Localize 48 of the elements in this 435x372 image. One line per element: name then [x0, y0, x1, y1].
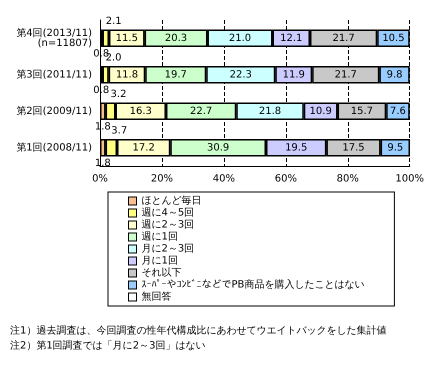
legend-label: 週に4～5回 — [142, 208, 194, 218]
data-label: 21.7 — [334, 69, 357, 80]
data-label: 10.9 — [310, 106, 332, 117]
data-label: 22.3 — [230, 69, 252, 80]
legend-label: 無回答 — [142, 290, 172, 302]
text: 注1）過去調査は、今回調査の性年代構成比にあわせてウエイトバックをした集計値 — [10, 324, 386, 336]
data-label: 11.5 — [116, 32, 138, 44]
data-label: 15.7 — [350, 106, 373, 117]
data-label: 20.3 — [164, 32, 188, 44]
data-label: 30.9 — [207, 142, 230, 154]
x-tick-label: 40% — [212, 174, 235, 184]
y-tick-label: 第3回(2011/11) — [16, 68, 92, 80]
data-label: 3.2 — [110, 88, 126, 100]
text: 注2）第1回調査では「月に2～3回」はない — [10, 340, 206, 352]
y-tick-label: 第2回(2009/11) — [16, 104, 92, 117]
data-label: 16.3 — [130, 106, 152, 117]
legend-label: 月に2～3回 — [142, 244, 194, 254]
data-label: 7.6 — [390, 106, 406, 117]
data-label: 2.0 — [106, 52, 122, 64]
legend-label: ｽｰﾊﾟｰやｺﾝﾋﾞﾆなどでPB商品を購入したことはない — [142, 278, 364, 290]
data-label: 17.5 — [342, 142, 365, 154]
data-label: 17.2 — [132, 142, 155, 154]
data-label: 2.1 — [106, 16, 122, 27]
data-label: 11.8 — [116, 69, 138, 80]
legend-label: それ以下 — [142, 266, 182, 278]
data-label: 21.0 — [228, 32, 252, 44]
data-label: 11.9 — [282, 69, 305, 80]
data-label: 9.5 — [387, 142, 404, 154]
data-label: 3.7 — [111, 125, 128, 136]
data-label: 12.1 — [280, 32, 302, 44]
data-label: 9.8 — [386, 69, 402, 80]
data-label: 19.7 — [164, 69, 187, 80]
y-tick-label: 第1回(2008/11) — [16, 141, 92, 154]
x-tick-label: 100% — [395, 174, 424, 184]
x-tick-label: 60% — [274, 174, 297, 184]
legend-label: 週に2～3回 — [142, 220, 194, 230]
data-label: 21.8 — [258, 106, 282, 117]
x-tick-label: 0% — [92, 174, 108, 184]
legend-label: ほとんど毎日 — [142, 194, 202, 206]
data-label: 22.7 — [190, 106, 212, 117]
data-label: 19.5 — [285, 142, 308, 154]
x-tick-label: 80% — [336, 174, 359, 184]
legend-label: 週に1回 — [142, 232, 178, 242]
x-tick-label: 20% — [150, 174, 174, 184]
data-label: 10.5 — [382, 32, 405, 44]
data-label: 21.7 — [332, 32, 355, 44]
legend-label: 月に1回 — [142, 256, 178, 266]
y-tick-label: 第4回(2013/11) (n=11807) — [16, 26, 92, 49]
